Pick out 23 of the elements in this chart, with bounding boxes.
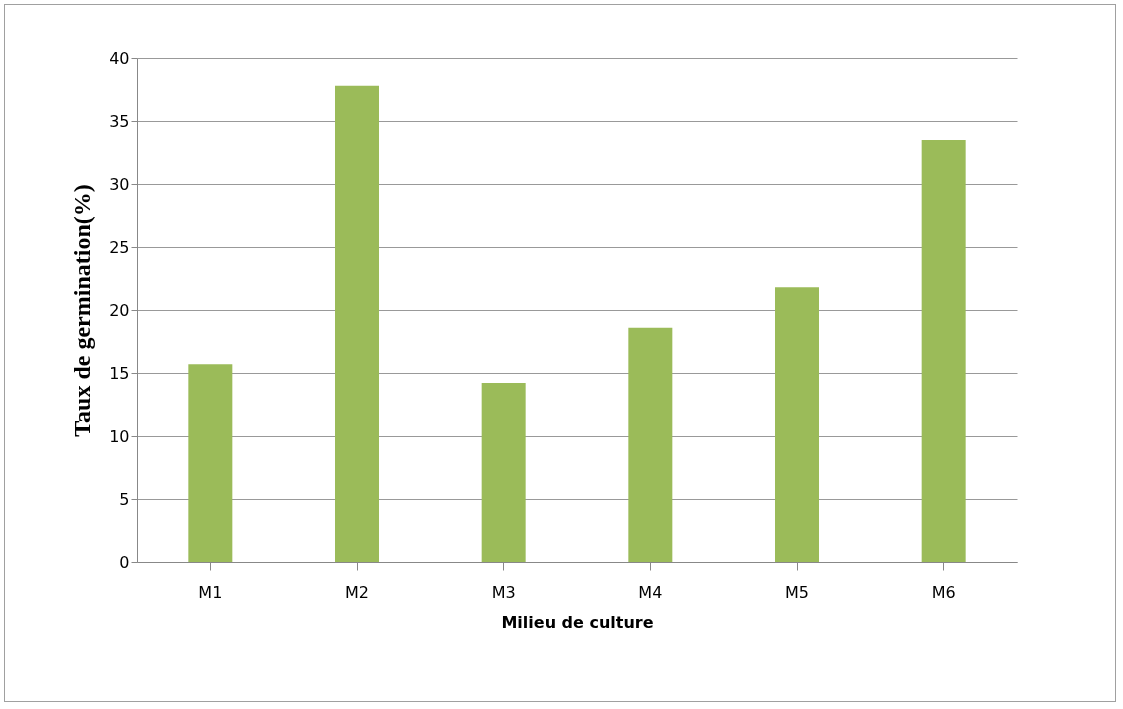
y-tick-label: 10 bbox=[109, 426, 130, 446]
bar bbox=[335, 85, 379, 562]
y-tick-label: 40 bbox=[109, 48, 130, 68]
x-tick-label: M2 bbox=[345, 582, 369, 602]
x-tick-label: M5 bbox=[785, 582, 809, 602]
x-tick-label: M3 bbox=[491, 582, 516, 602]
y-axis-title: Taux de germination(%) bbox=[69, 184, 96, 437]
bar bbox=[775, 287, 819, 562]
y-tick-label: 20 bbox=[109, 300, 130, 320]
bar bbox=[628, 327, 673, 562]
bar bbox=[481, 383, 526, 562]
y-tick-label: 35 bbox=[109, 111, 130, 131]
x-tick-label: M1 bbox=[198, 582, 223, 602]
y-tick-label: 30 bbox=[109, 174, 130, 194]
y-tick-label: 0 bbox=[119, 552, 130, 572]
bar bbox=[188, 364, 233, 562]
y-tick-label: 15 bbox=[109, 363, 130, 383]
bar bbox=[921, 139, 966, 562]
x-axis-title: Milieu de culture bbox=[501, 612, 654, 632]
y-tick-label: 5 bbox=[119, 489, 130, 509]
x-tick-label: M4 bbox=[638, 582, 663, 602]
x-tick-label: M6 bbox=[931, 582, 956, 602]
y-tick-label: 25 bbox=[109, 237, 130, 257]
